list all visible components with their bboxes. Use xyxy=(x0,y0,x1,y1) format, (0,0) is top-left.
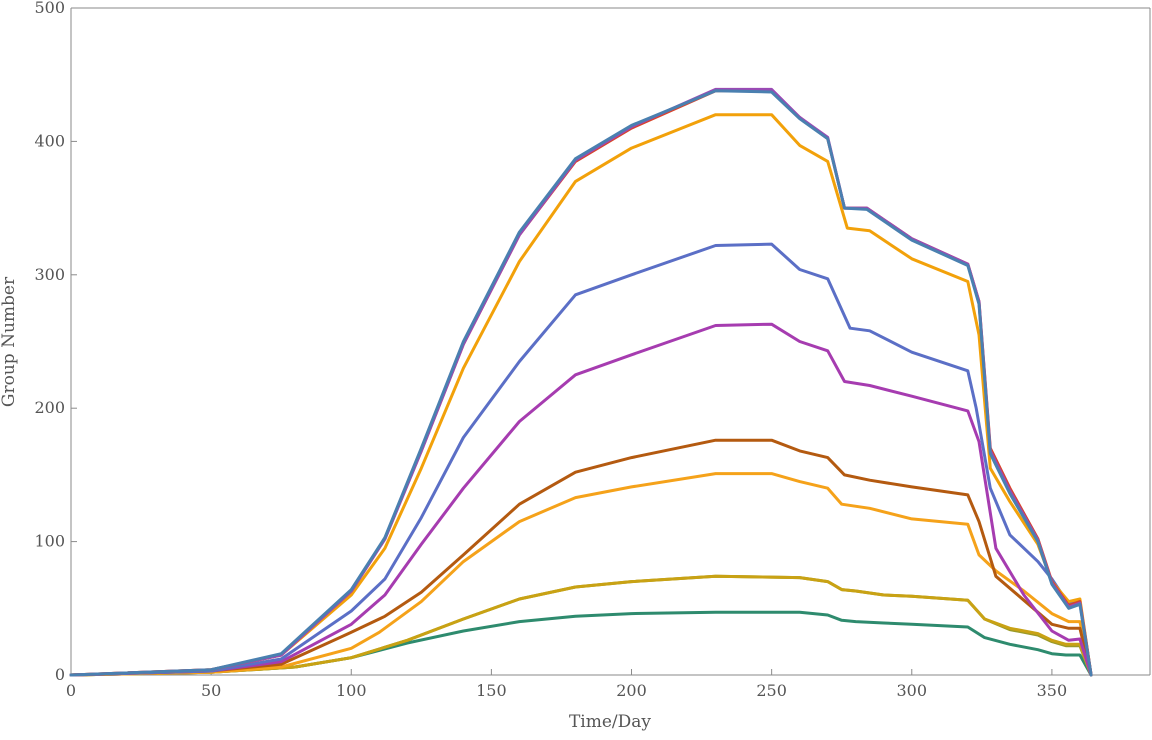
series-line-3 xyxy=(69,574,1093,677)
series-line-1 xyxy=(69,610,1093,677)
series-lines xyxy=(69,87,1093,677)
x-tick-label: 300 xyxy=(897,681,928,700)
y-tick-label: 200 xyxy=(34,398,65,417)
series-line-5 xyxy=(69,438,1093,677)
y-tick-label: 500 xyxy=(34,0,65,17)
y-tick-label: 100 xyxy=(34,532,65,551)
series-line-8 xyxy=(69,113,1093,677)
plot-frame xyxy=(70,7,1151,676)
x-tick-label: 100 xyxy=(336,681,367,700)
x-tick-label: 50 xyxy=(201,681,221,700)
x-tick-label: 350 xyxy=(1037,681,1068,700)
series-line-11 xyxy=(69,89,1093,677)
series-line-6 xyxy=(69,322,1093,677)
x-axis-title: Time/Day xyxy=(569,712,651,732)
x-axis-ticks: 0 50 100 150 200 250 300 350 xyxy=(66,669,1067,700)
y-tick-label: 300 xyxy=(34,265,65,284)
series-line-4 xyxy=(69,472,1093,677)
series-line-7 xyxy=(69,242,1093,677)
y-tick-label: 0 xyxy=(55,665,65,684)
x-tick-label: 150 xyxy=(476,681,507,700)
y-tick-label: 400 xyxy=(34,131,65,150)
x-tick-label: 250 xyxy=(756,681,787,700)
y-axis-ticks: 0 100 200 300 400 500 xyxy=(34,0,77,684)
y-axis-title: Group Number xyxy=(0,276,19,407)
x-tick-label: 0 xyxy=(66,681,76,700)
x-tick-label: 200 xyxy=(616,681,647,700)
